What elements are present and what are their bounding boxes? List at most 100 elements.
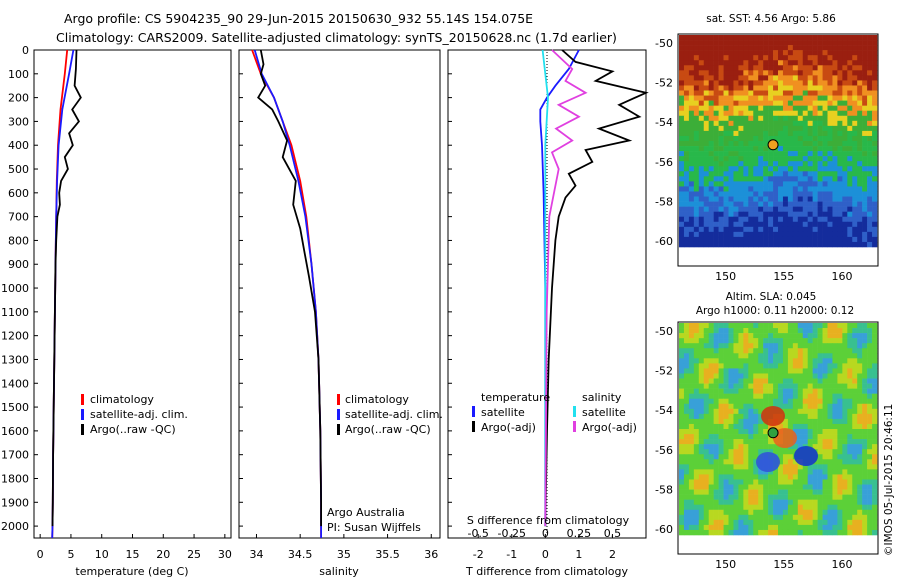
map-cell bbox=[713, 125, 719, 132]
map-cell bbox=[797, 135, 804, 142]
map-cell bbox=[852, 115, 858, 122]
map-cell bbox=[872, 403, 878, 410]
map-cell bbox=[688, 171, 695, 177]
map-cell bbox=[718, 40, 724, 46]
map-cell bbox=[807, 403, 813, 410]
map-cell bbox=[872, 70, 878, 76]
map-cell bbox=[758, 186, 764, 192]
map-cell bbox=[768, 343, 774, 349]
map-cell bbox=[768, 529, 774, 536]
map-cell bbox=[743, 125, 749, 132]
map-cell bbox=[753, 348, 759, 354]
map-cell bbox=[679, 241, 685, 248]
map-cell bbox=[822, 484, 828, 490]
map-cell bbox=[782, 343, 789, 349]
map-cell bbox=[862, 373, 868, 379]
map-cell bbox=[812, 120, 818, 127]
map-cell bbox=[773, 236, 779, 243]
map-cell bbox=[807, 110, 813, 117]
map-cell bbox=[797, 444, 804, 450]
map-cell bbox=[822, 408, 828, 415]
map-cell bbox=[723, 176, 729, 182]
map-cell bbox=[753, 398, 759, 405]
map-cell bbox=[782, 489, 789, 495]
map-cell bbox=[748, 191, 754, 197]
map-cell bbox=[822, 363, 828, 369]
map-cell bbox=[733, 85, 739, 91]
map-cell bbox=[753, 75, 759, 81]
map-cell bbox=[822, 499, 828, 506]
map-cell bbox=[792, 216, 799, 223]
map-cell bbox=[718, 226, 724, 233]
map-cell bbox=[693, 60, 700, 66]
map-cell bbox=[802, 65, 808, 71]
map-cell bbox=[872, 449, 878, 455]
map-cell bbox=[852, 338, 858, 344]
map-cell bbox=[728, 35, 734, 41]
map-cell bbox=[837, 40, 843, 46]
map-cell bbox=[862, 60, 868, 66]
map-cell bbox=[827, 449, 833, 455]
map-cell bbox=[708, 408, 714, 415]
map-cell bbox=[802, 408, 808, 415]
map-cell bbox=[812, 363, 818, 369]
map-cell bbox=[822, 353, 828, 359]
map-cell bbox=[857, 45, 863, 51]
map-cell bbox=[827, 479, 833, 485]
map-cell bbox=[792, 156, 799, 162]
map-cell bbox=[862, 464, 868, 470]
map-cell bbox=[748, 434, 754, 440]
map-cell bbox=[718, 358, 724, 364]
map-cell bbox=[679, 146, 685, 152]
map-cell bbox=[802, 85, 808, 91]
map-cell bbox=[733, 403, 739, 410]
map-cell bbox=[688, 403, 695, 410]
map-cell bbox=[693, 110, 700, 117]
map-cell bbox=[852, 120, 858, 127]
map-cell bbox=[778, 236, 784, 243]
map-cell bbox=[718, 151, 724, 157]
map-cell bbox=[693, 166, 700, 172]
map-cell bbox=[683, 524, 690, 531]
map-cell bbox=[817, 378, 823, 384]
map-cell bbox=[693, 125, 700, 132]
difference-legend: temperature satellite Argo(-adj) salinit… bbox=[472, 391, 637, 434]
map-cell bbox=[679, 231, 685, 238]
map-cell bbox=[733, 459, 739, 465]
map-cell bbox=[867, 323, 873, 329]
map-cell bbox=[792, 141, 799, 147]
map-cell bbox=[852, 216, 858, 223]
map-cell bbox=[683, 130, 690, 137]
map-cell bbox=[857, 408, 863, 415]
map-cell bbox=[827, 338, 833, 344]
map-cell bbox=[837, 469, 843, 475]
map-cell bbox=[782, 378, 789, 384]
map-cell bbox=[718, 90, 724, 96]
map-cell bbox=[802, 529, 808, 536]
map-cell bbox=[773, 110, 779, 117]
map-cell bbox=[693, 393, 700, 400]
map-cell bbox=[708, 236, 714, 243]
map-cell bbox=[713, 90, 719, 96]
map-cell bbox=[763, 130, 769, 137]
map-cell bbox=[693, 529, 700, 536]
map-cell bbox=[758, 50, 764, 56]
map-cell bbox=[792, 236, 799, 243]
map-cell bbox=[683, 393, 690, 400]
map-cell bbox=[713, 459, 719, 465]
map-cell bbox=[763, 323, 769, 329]
map-cell bbox=[718, 196, 724, 202]
map-cell bbox=[708, 449, 714, 455]
map-cell bbox=[753, 45, 759, 51]
map-cell bbox=[802, 509, 808, 516]
map-cell bbox=[837, 55, 843, 61]
map-cell bbox=[827, 509, 833, 516]
map-cell bbox=[842, 151, 848, 157]
map-cell bbox=[837, 454, 843, 460]
map-cell bbox=[723, 130, 729, 137]
map-cell bbox=[723, 423, 729, 430]
map-cell bbox=[787, 35, 794, 41]
map-cell bbox=[733, 504, 739, 511]
map-cell bbox=[817, 216, 823, 223]
map-cell bbox=[693, 504, 700, 511]
